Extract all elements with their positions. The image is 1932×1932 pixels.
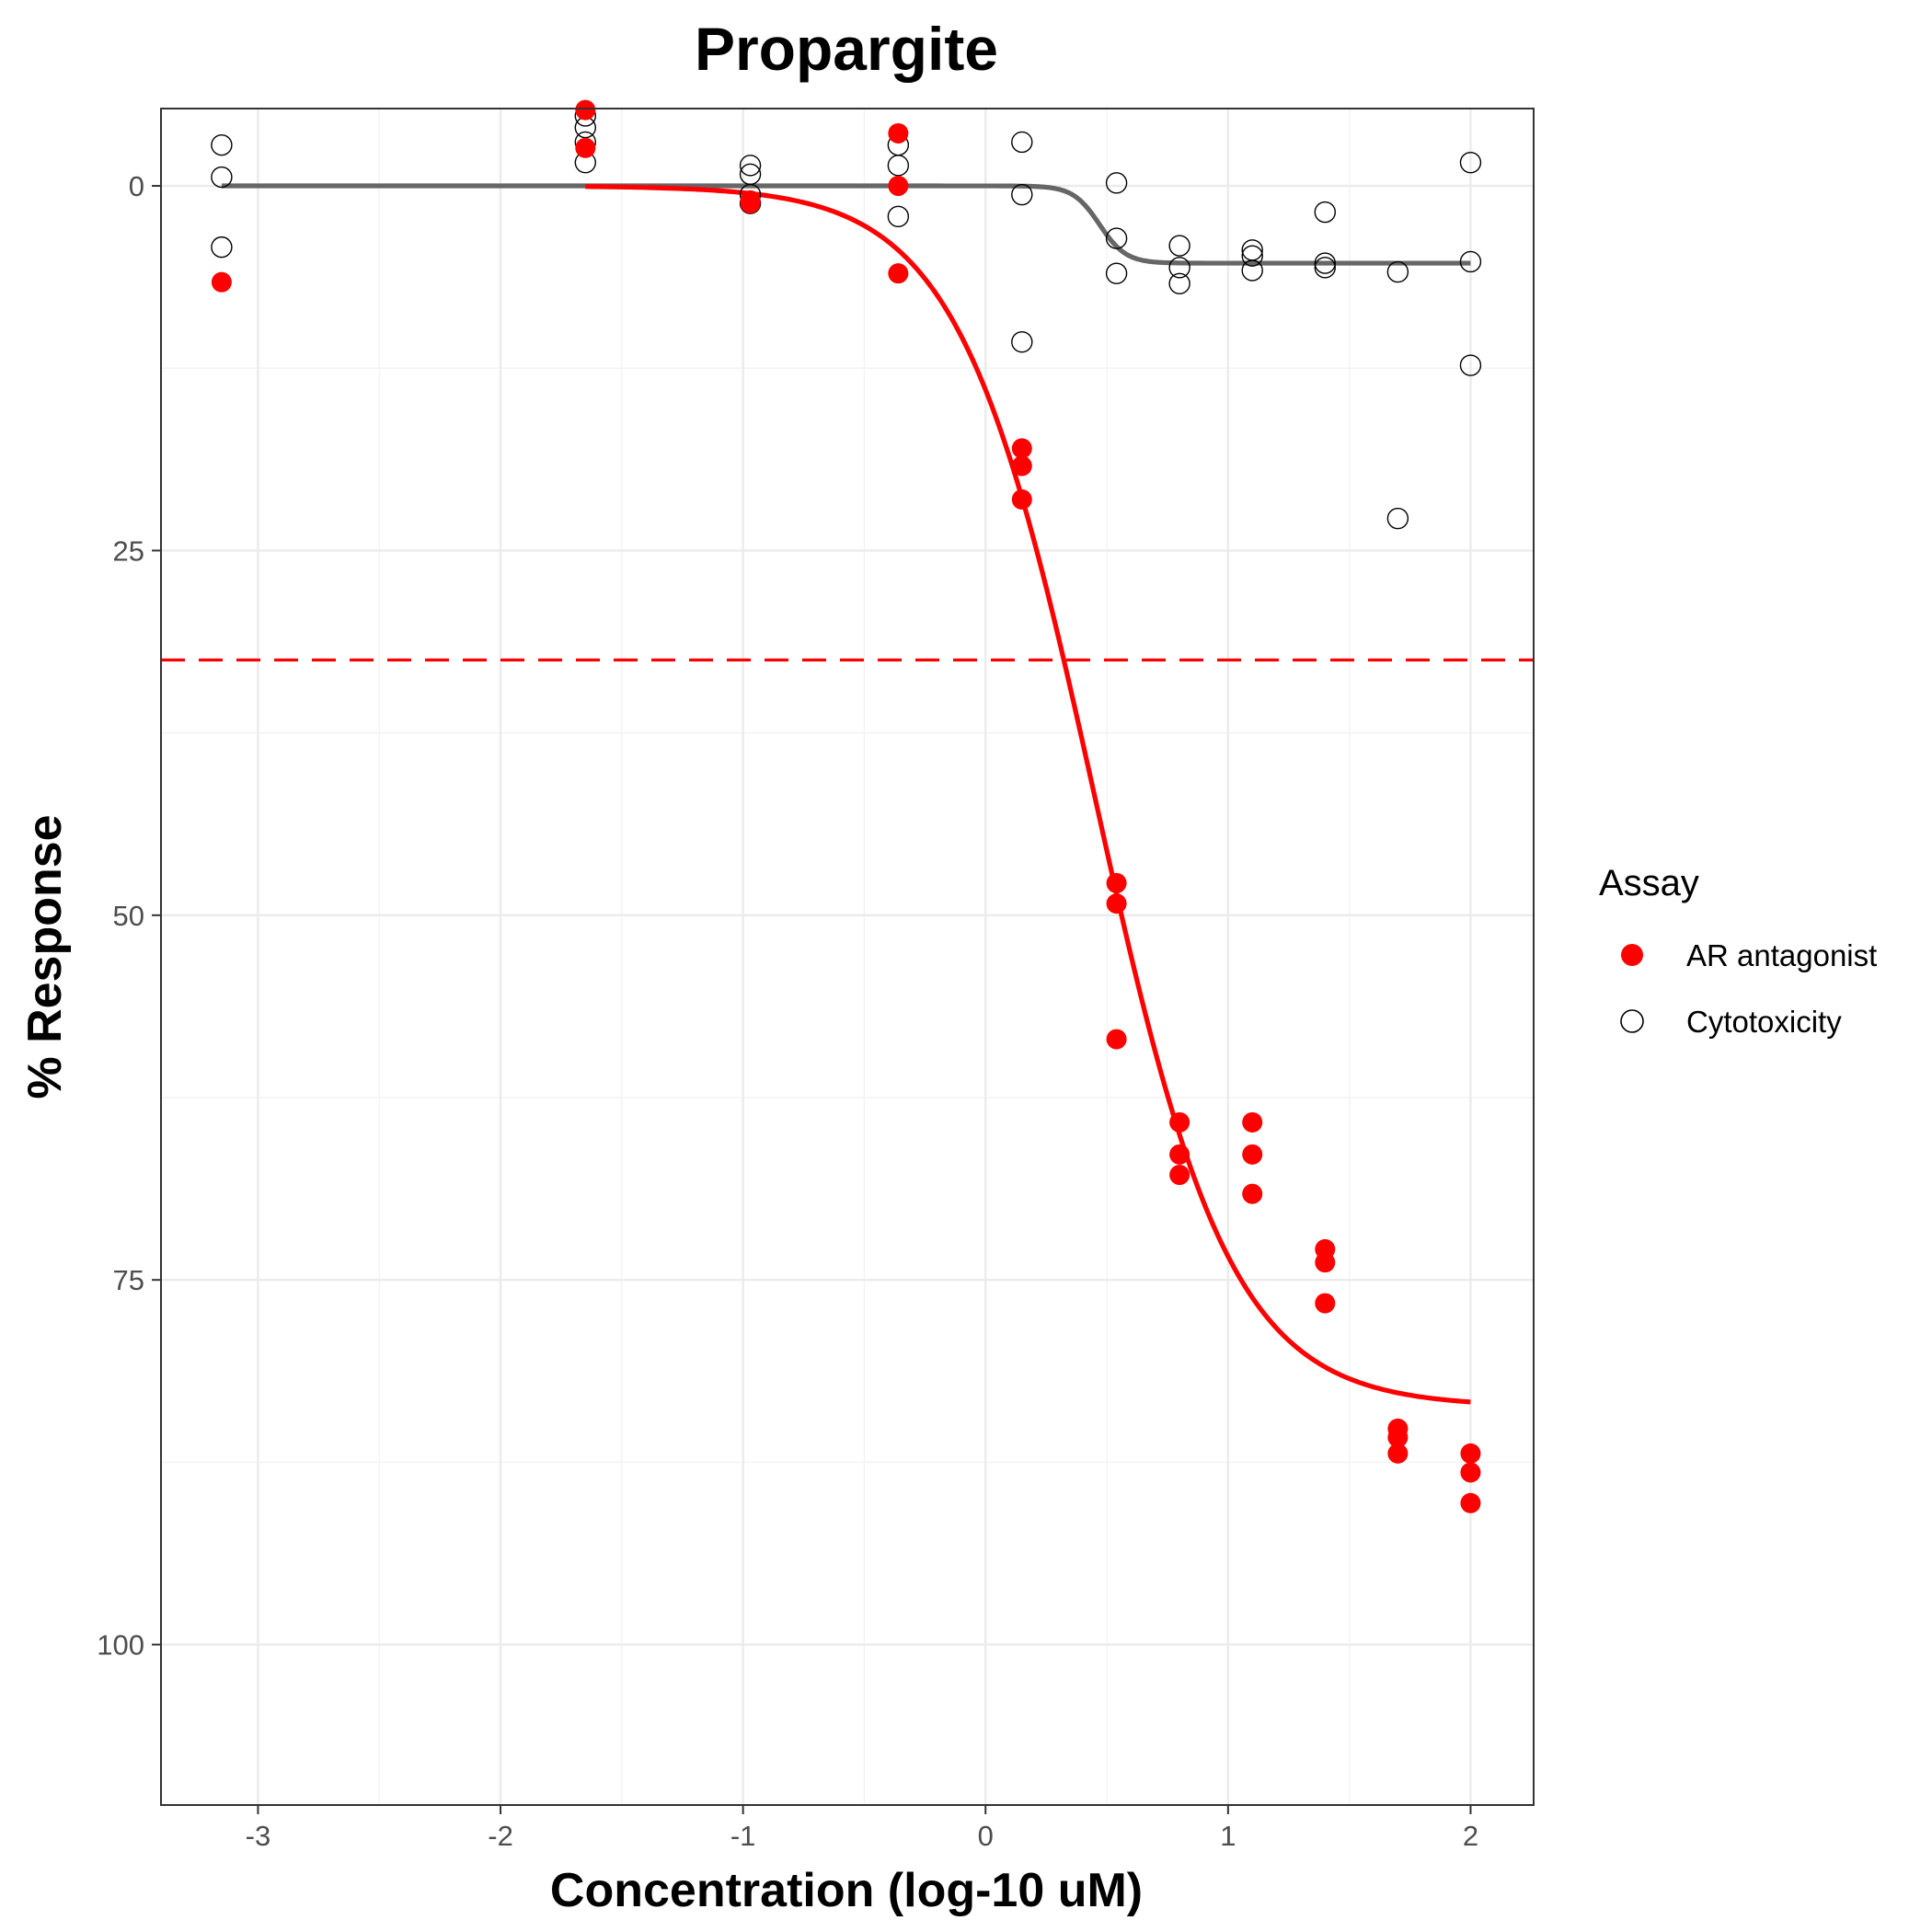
data-point-ar-antagonist xyxy=(1169,1144,1190,1165)
fit-curves xyxy=(221,183,1471,1405)
y-tick-label: 25 xyxy=(113,535,144,567)
data-point-ar-antagonist xyxy=(1460,1443,1481,1464)
data-point-cytotoxicity xyxy=(1314,252,1337,274)
data-point-cytotoxicity xyxy=(1386,260,1409,283)
y-axis-title: % Response xyxy=(18,814,72,1098)
data-point-cytotoxicity xyxy=(1105,172,1128,194)
data-point-ar-antagonist xyxy=(1315,1293,1336,1314)
data-point-ar-antagonist xyxy=(1011,489,1032,510)
data-point-ar-antagonist xyxy=(888,122,909,144)
data-point-ar-antagonist xyxy=(1169,1165,1190,1186)
data-point-ar-antagonist xyxy=(888,176,909,197)
data-point-cytotoxicity xyxy=(211,166,233,189)
data-point-cytotoxicity xyxy=(1459,354,1482,376)
data-point-cytotoxicity xyxy=(211,236,233,259)
legend-key-ar-antagonist xyxy=(1621,944,1643,966)
data-point-cytotoxicity xyxy=(1105,227,1128,249)
data-point-ar-antagonist xyxy=(1169,1111,1190,1133)
legend-key-cytotoxicity xyxy=(1620,1009,1644,1033)
y-axis-ticks: 0 25 50 75 100 xyxy=(97,170,161,1662)
x-tick-label: 2 xyxy=(1463,1820,1478,1852)
legend-label-ar-antagonist: AR antagonist xyxy=(1686,938,1877,972)
data-point-ar-antagonist xyxy=(1242,1183,1263,1204)
panel-border xyxy=(160,108,1535,1806)
legend-label-cytotoxicity: Cytotoxicity xyxy=(1686,1005,1842,1039)
data-point-ar-antagonist xyxy=(1242,1111,1263,1133)
data-point-cytotoxicity xyxy=(1011,131,1033,154)
data-point-ar-antagonist xyxy=(1387,1443,1409,1464)
data-point-ar-antagonist xyxy=(1242,1144,1263,1165)
data-point-ar-antagonist xyxy=(1315,1252,1336,1273)
fit-curve-ar-antagonist xyxy=(585,184,1471,1405)
x-tick-label: 1 xyxy=(1220,1820,1236,1852)
data-point-ar-antagonist xyxy=(1460,1492,1481,1513)
data-point-cytotoxicity xyxy=(739,155,762,177)
y-tick-label: 0 xyxy=(129,170,144,202)
data-point-ar-antagonist xyxy=(1011,455,1032,477)
data-point-ar-antagonist xyxy=(211,271,232,293)
data-point-ar-antagonist xyxy=(1106,1029,1127,1050)
legend: Assay AR antagonist Cytotoxicity xyxy=(1599,863,1877,1039)
data-point-ar-antagonist xyxy=(575,137,596,158)
data-point-ar-antagonist xyxy=(1011,438,1032,459)
data-point-cytotoxicity xyxy=(1459,151,1482,174)
data-point-cytotoxicity xyxy=(1314,257,1337,279)
data-point-cytotoxicity xyxy=(1314,201,1337,224)
data-point-cytotoxicity xyxy=(1168,257,1190,279)
data-point-cytotoxicity xyxy=(1105,262,1128,284)
panel-background xyxy=(161,109,1534,1805)
data-point-cytotoxicity xyxy=(1386,507,1409,530)
y-tick-label: 100 xyxy=(97,1629,144,1662)
x-tick-label: -2 xyxy=(488,1820,513,1852)
data-point-ar-antagonist xyxy=(1106,893,1127,914)
legend-title: Assay xyxy=(1599,863,1699,903)
data-point-ar-antagonist xyxy=(1460,1462,1481,1483)
data-points xyxy=(211,99,1482,1513)
y-tick-label: 50 xyxy=(113,900,144,932)
x-axis-ticks: -3 -2 -1 0 1 2 xyxy=(246,1805,1478,1852)
x-tick-label: 0 xyxy=(978,1820,994,1852)
data-point-cytotoxicity xyxy=(211,133,233,156)
data-point-cytotoxicity xyxy=(1241,245,1263,267)
x-axis-title: Concentration (log-10 uM) xyxy=(550,1864,1143,1917)
x-tick-label: -1 xyxy=(730,1820,756,1852)
data-point-cytotoxicity xyxy=(1168,272,1190,294)
chart-title: Propargite xyxy=(695,15,998,83)
x-tick-label: -3 xyxy=(246,1820,271,1852)
data-point-cytotoxicity xyxy=(1011,330,1033,353)
data-point-cytotoxicity xyxy=(887,205,910,228)
data-point-ar-antagonist xyxy=(888,263,909,284)
data-point-cytotoxicity xyxy=(1241,259,1263,282)
minor-gridlines xyxy=(161,109,1534,1805)
data-point-ar-antagonist xyxy=(1106,872,1127,893)
data-point-ar-antagonist xyxy=(575,99,596,121)
data-point-cytotoxicity xyxy=(1459,250,1482,273)
y-tick-label: 75 xyxy=(113,1264,144,1296)
data-point-ar-antagonist xyxy=(740,193,761,214)
data-point-ar-antagonist xyxy=(1387,1427,1409,1448)
plot-panel xyxy=(160,99,1535,1806)
data-point-cytotoxicity xyxy=(1011,183,1033,206)
fit-curve-cytotoxicity xyxy=(221,183,1471,266)
data-point-cytotoxicity xyxy=(1168,235,1190,257)
data-point-cytotoxicity xyxy=(887,155,910,177)
